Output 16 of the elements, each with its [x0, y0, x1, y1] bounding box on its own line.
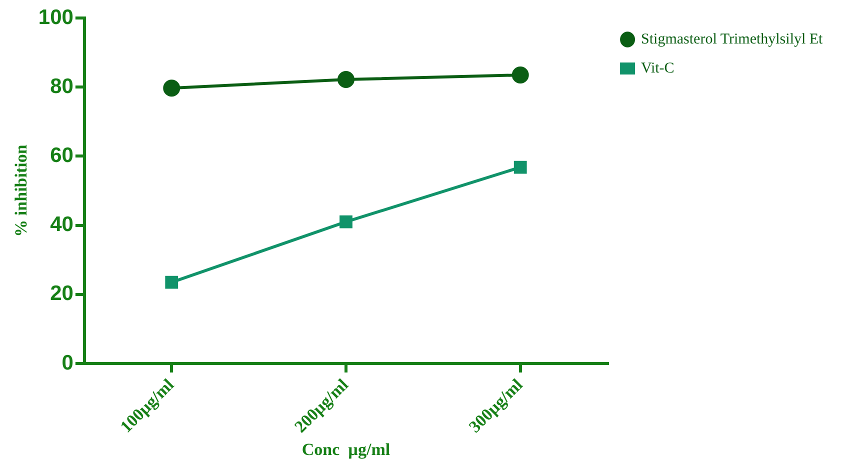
y-tick-label: 0 [62, 351, 74, 374]
y-tick-label: 60 [50, 144, 74, 168]
y-tick-label: 100 [38, 6, 74, 29]
y-tick-label: 80 [50, 74, 74, 98]
point [337, 71, 354, 88]
point [514, 160, 527, 174]
x-axis-title: Conc µg/ml [302, 440, 390, 460]
point [163, 80, 180, 97]
y-axis-title: % inhibition [12, 144, 31, 237]
point [340, 215, 352, 228]
legend-label: Vit-C [641, 60, 674, 76]
point [512, 66, 529, 84]
legend-label: Stigmasterol Trimethylsilyl Et [641, 31, 824, 48]
y-tick-label: 20 [50, 282, 74, 306]
y-tick-label: 40 [50, 213, 74, 236]
point [165, 276, 178, 289]
